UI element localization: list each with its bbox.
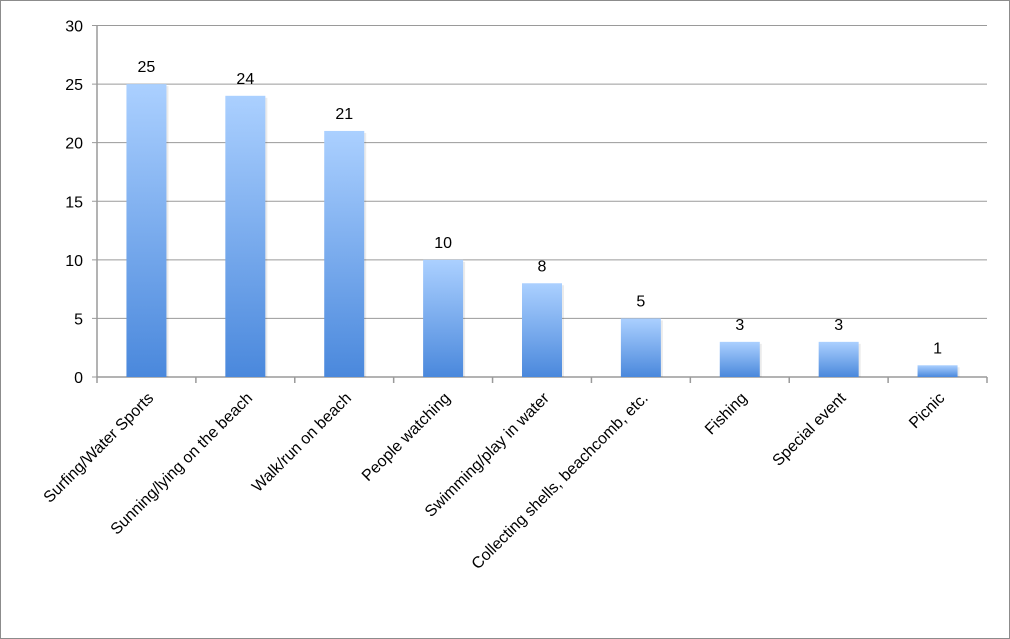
bar: [126, 84, 167, 377]
bar: [719, 341, 760, 377]
bars: 25 24 21 10 8 5 3 3 1: [126, 59, 960, 378]
data-label: 3: [735, 317, 744, 334]
bar: [225, 95, 266, 378]
y-tick-label: 25: [65, 77, 83, 94]
data-label: 5: [636, 293, 645, 310]
x-tick-label: People watching: [359, 390, 454, 485]
data-label: 1: [933, 340, 942, 357]
y-tick-label: 30: [65, 19, 83, 36]
y-axis: 0 5 10 15 20 25 30: [65, 19, 83, 388]
x-tick-label: Collecting shells, beachcomb, etc.: [469, 390, 652, 573]
bar: [818, 341, 859, 377]
y-tick-label: 10: [65, 253, 83, 270]
x-tick-label: Surfing/Water Sports: [41, 390, 158, 507]
y-tick-label: 20: [65, 136, 83, 153]
data-label: 24: [236, 71, 254, 88]
data-label: 8: [538, 258, 547, 275]
bar: [620, 318, 661, 377]
x-tick-label: Picnic: [906, 390, 948, 432]
data-label: 25: [138, 59, 156, 76]
data-label: 10: [434, 235, 452, 252]
data-label: 21: [335, 106, 353, 123]
y-tick-label: 15: [65, 194, 83, 211]
y-tick-label: 5: [74, 311, 83, 328]
y-tick-label: 0: [74, 370, 83, 387]
x-tick-label: Walk/run on beach: [249, 390, 355, 496]
bar: [917, 365, 958, 377]
bar: [522, 283, 562, 377]
bar: [423, 259, 464, 377]
bar: [324, 130, 365, 377]
x-tick-label: Fishing: [702, 390, 750, 438]
data-label: 3: [834, 317, 843, 334]
x-tick-label: Special event: [770, 389, 850, 469]
